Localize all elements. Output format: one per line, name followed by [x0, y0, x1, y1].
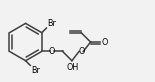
Text: OH: OH — [67, 63, 79, 72]
Text: Br: Br — [47, 19, 56, 27]
Text: O: O — [49, 47, 55, 56]
Text: O: O — [102, 38, 108, 47]
Text: O: O — [78, 47, 84, 56]
Text: Br: Br — [31, 66, 40, 75]
